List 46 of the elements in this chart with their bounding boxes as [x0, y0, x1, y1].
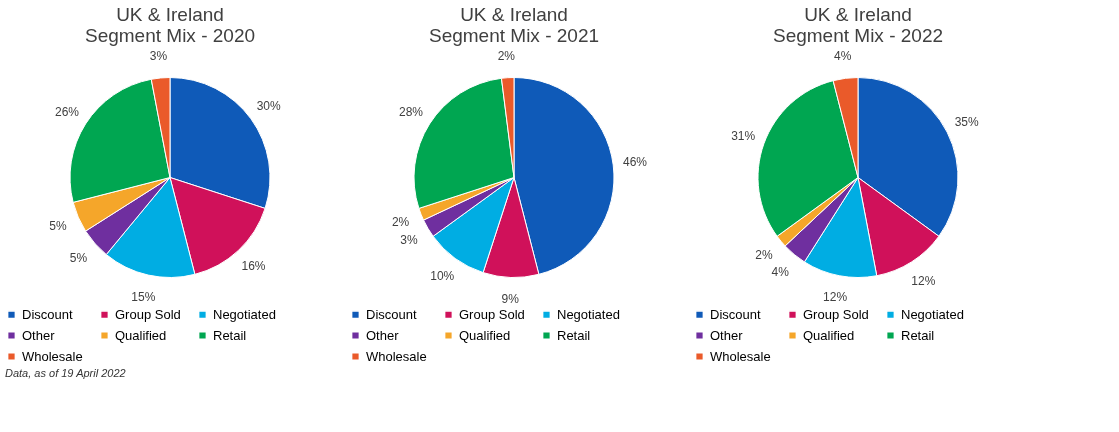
- data-label: 28%: [398, 105, 424, 120]
- legend-label: Negotiated: [213, 306, 276, 322]
- data-label: 4%: [834, 49, 852, 64]
- data-label: 5%: [69, 251, 88, 266]
- data-label: 30%: [256, 98, 282, 113]
- legend-label: Discount: [22, 306, 73, 322]
- legend-label: Group Sold: [803, 306, 869, 322]
- legend-label: Discount: [366, 306, 417, 322]
- legend-label: Wholesale: [22, 348, 83, 364]
- data-label: 3%: [149, 49, 168, 64]
- data-label: 12%: [911, 273, 936, 288]
- data-label: 15%: [131, 289, 156, 304]
- data-label: 2%: [391, 215, 410, 230]
- data-label: 2%: [497, 48, 516, 63]
- data-label: 35%: [954, 115, 980, 130]
- data-label: 5%: [49, 218, 68, 233]
- legend-label: Other: [366, 327, 400, 343]
- data-label: 4%: [771, 264, 790, 279]
- legend-label: Qualified: [803, 327, 855, 343]
- chart-title: UK & Ireland Segment Mix - 2020: [84, 4, 256, 47]
- legend-label: Other: [710, 327, 744, 343]
- data-label: 16%: [241, 259, 266, 274]
- legend-label: Negotiated: [901, 306, 964, 322]
- data-label: 2%: [755, 248, 773, 263]
- legend-label: Retail: [213, 327, 247, 343]
- data-label: 9%: [501, 292, 520, 307]
- legend-label: Qualified: [459, 327, 511, 343]
- data-label: 26%: [54, 105, 80, 120]
- text: Data, as of 19 April 2022: [5, 367, 126, 379]
- legend-label: Qualified: [115, 327, 167, 343]
- data-label: 31%: [731, 129, 756, 144]
- legend-label: Other: [22, 327, 56, 343]
- legend-label: Retail: [557, 327, 591, 343]
- legend-label: Negotiated: [557, 306, 620, 322]
- legend-label: Wholesale: [366, 348, 427, 364]
- data-label: 10%: [430, 269, 455, 284]
- data-label: 3%: [400, 232, 418, 247]
- chart-title: UK & Ireland Segment Mix - 2022: [772, 4, 944, 47]
- data-label: 12%: [823, 290, 848, 305]
- legend-label: Retail: [901, 327, 935, 343]
- legend-label: Wholesale: [710, 348, 771, 364]
- legend-label: Discount: [710, 306, 761, 322]
- data-label: 46%: [623, 155, 648, 170]
- chart-title: UK & Ireland Segment Mix - 2021: [428, 3, 600, 46]
- legend-label: Group Sold: [115, 306, 181, 322]
- legend-label: Group Sold: [459, 306, 525, 322]
